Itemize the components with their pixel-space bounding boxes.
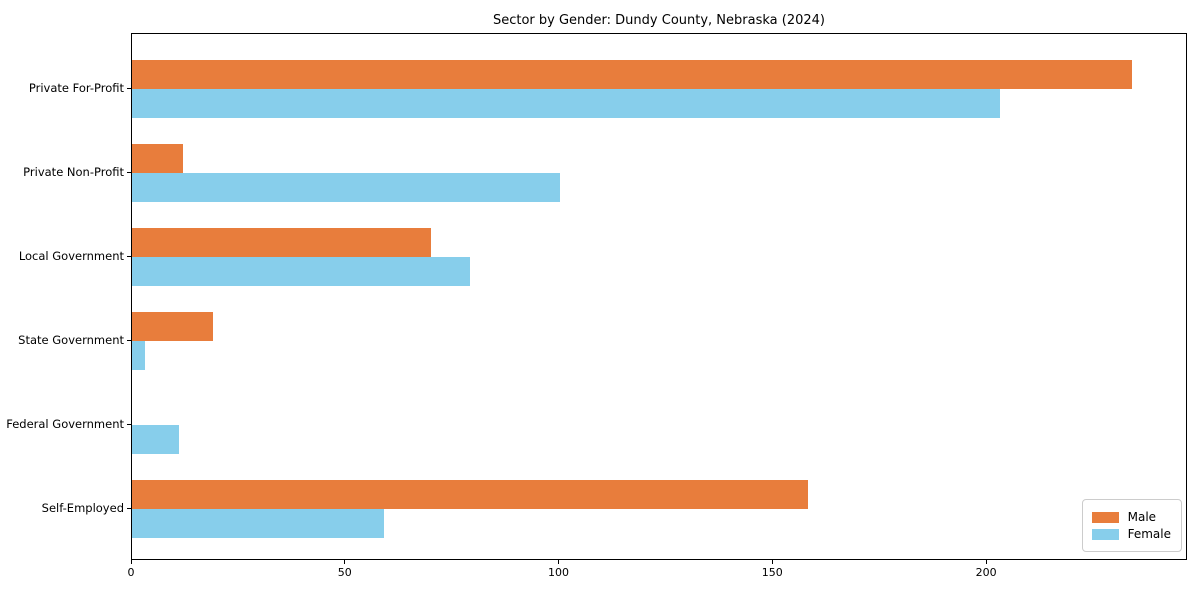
- bar-female-4: [132, 425, 179, 454]
- y-axis-category-label: Private For-Profit: [28, 81, 124, 95]
- bar-male-1: [132, 144, 184, 173]
- legend-swatch-male: [1091, 511, 1119, 523]
- y-tick-mark: [127, 508, 131, 509]
- bar-female-2: [132, 257, 470, 286]
- y-axis-category-label: Federal Government: [6, 417, 124, 431]
- legend: Male Female: [1081, 499, 1182, 552]
- x-tick-label: 150: [761, 566, 783, 579]
- y-tick-mark: [127, 256, 131, 257]
- y-tick-mark: [127, 424, 131, 425]
- legend-label-male: Male: [1127, 510, 1157, 524]
- bar-female-1: [132, 173, 560, 202]
- x-tick-mark: [130, 560, 132, 564]
- legend-swatch-female: [1091, 528, 1119, 540]
- y-tick-mark: [127, 88, 131, 89]
- bar-male-2: [132, 228, 432, 257]
- y-tick-mark: [127, 172, 131, 173]
- x-tick-mark: [771, 560, 773, 564]
- y-axis-category-label: Self-Employed: [41, 501, 124, 515]
- bar-female-0: [132, 89, 1000, 118]
- bar-male-0: [132, 60, 1133, 89]
- legend-item-male: Male: [1091, 510, 1171, 524]
- x-tick-mark: [344, 560, 346, 564]
- x-tick-label: 50: [337, 566, 352, 579]
- bar-female-5: [132, 509, 385, 538]
- y-axis-category-label: State Government: [18, 333, 124, 347]
- legend-label-female: Female: [1127, 527, 1171, 541]
- legend-item-female: Female: [1091, 527, 1171, 541]
- y-tick-mark: [127, 340, 131, 341]
- plot-area: Male Female: [131, 33, 1187, 560]
- chart-title: Sector by Gender: Dundy County, Nebraska…: [492, 13, 825, 28]
- bar-male-3: [132, 312, 214, 341]
- y-axis-category-label: Private Non-Profit: [23, 165, 124, 179]
- bar-female-3: [132, 341, 145, 370]
- x-tick-mark: [558, 560, 559, 564]
- x-tick-label: 100: [548, 566, 569, 579]
- x-tick-label: 0: [127, 566, 135, 579]
- x-tick-mark: [985, 560, 987, 564]
- y-axis-category-label: Local Government: [18, 249, 124, 263]
- x-tick-label: 200: [975, 566, 997, 579]
- bar-male-5: [132, 480, 808, 509]
